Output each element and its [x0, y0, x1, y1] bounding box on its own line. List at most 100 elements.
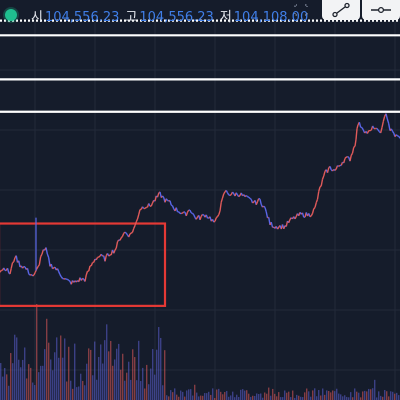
price-segment-212 — [265, 211, 269, 218]
volume-bar-43 — [86, 363, 88, 400]
horizontal-line-tool-button[interactable] — [362, 0, 400, 20]
price-segment-34 — [43, 249, 45, 251]
volume-bar-184 — [368, 388, 370, 400]
price-segment-105 — [131, 228, 135, 233]
crosshair-tool-button[interactable] — [282, 0, 320, 20]
volume-bar-118 — [236, 394, 238, 400]
price-segment-247 — [309, 215, 312, 218]
price-segment-127 — [159, 191, 162, 198]
price-segment-279 — [349, 155, 352, 162]
volume-bar-132 — [264, 392, 266, 400]
volume-bar-111 — [222, 394, 224, 400]
volume-bar-171 — [342, 396, 344, 400]
price-segment-93 — [116, 239, 120, 243]
price-segment-182 — [228, 194, 231, 197]
volume-bar-153 — [306, 388, 308, 400]
price-segment-198 — [248, 196, 251, 199]
volume-bar-70 — [140, 381, 142, 400]
volume-bar-106 — [212, 388, 214, 400]
price-segment-263 — [329, 166, 332, 171]
volume-bar-169 — [338, 393, 340, 400]
price-segment-47 — [59, 274, 62, 278]
price-segment-197 — [247, 196, 250, 198]
price-segment-185 — [231, 191, 235, 195]
volume-bar-14 — [28, 364, 30, 400]
volume-bar-78 — [156, 349, 158, 400]
volume-bar-13 — [26, 378, 28, 400]
volume-bar-105 — [210, 394, 212, 400]
volume-bar-174 — [348, 397, 350, 400]
volume-bar-128 — [256, 393, 258, 400]
volume-bar-140 — [280, 397, 282, 400]
volume-bar-144 — [288, 391, 290, 400]
volume-bar-37 — [74, 343, 76, 400]
price-segment-108 — [135, 218, 139, 223]
price-segment-274 — [343, 158, 346, 164]
volume-bar-177 — [354, 388, 356, 400]
volume-bar-120 — [240, 389, 242, 400]
volume-bar-157 — [314, 388, 316, 400]
price-segment-178 — [223, 191, 226, 195]
volume-bar-54 — [108, 351, 110, 400]
volume-bar-125 — [250, 396, 252, 400]
volume-bar-57 — [114, 359, 116, 400]
volume-bar-188 — [376, 397, 378, 400]
volume-bar-6 — [12, 363, 14, 400]
volume-bar-167 — [334, 391, 336, 400]
price-segment-252 — [315, 199, 319, 203]
volume-bar-131 — [262, 397, 264, 400]
price-segment-210 — [263, 205, 266, 208]
trend-line-icon — [332, 2, 350, 18]
price-segment-18 — [21, 266, 25, 269]
volume-bar-5 — [10, 353, 12, 400]
volume-bar-46 — [92, 375, 94, 400]
ohlc-open-label: 시 — [31, 9, 43, 25]
volume-bar-91 — [182, 391, 184, 400]
price-segment-106 — [133, 225, 136, 229]
volume-bar-51 — [102, 363, 104, 400]
price-segment-267 — [334, 168, 337, 171]
price-segment-104 — [130, 231, 133, 234]
price-segment-275 — [344, 156, 347, 159]
volume-bar-181 — [362, 391, 364, 400]
volume-bar-158 — [316, 396, 318, 400]
volume-bar-67 — [134, 357, 136, 400]
volume-bar-109 — [218, 388, 220, 400]
volume-bar-88 — [176, 394, 178, 400]
price-segment-228 — [285, 220, 289, 227]
volume-bar-104 — [208, 391, 210, 400]
price-segment-266 — [333, 168, 336, 171]
trend-line-tool-button[interactable] — [322, 0, 360, 20]
price-segment-78 — [98, 255, 101, 258]
price-segment-172 — [215, 216, 219, 219]
price-segment-177 — [221, 193, 225, 199]
price-segment-256 — [320, 179, 324, 186]
price-segment-80 — [100, 253, 104, 257]
price-segment-301 — [377, 129, 380, 132]
price-segment-110 — [138, 209, 141, 215]
volume-bar-138 — [276, 396, 278, 400]
price-segment-65 — [82, 277, 85, 280]
volume-bar-121 — [242, 389, 244, 400]
price-segment-22 — [26, 268, 30, 274]
volume-bar-149 — [298, 395, 300, 400]
price-segment-135 — [169, 200, 172, 206]
volume-bar-2 — [4, 367, 6, 400]
volume-bar-35 — [70, 380, 72, 400]
price-segment-68 — [85, 271, 89, 276]
price-segment-281 — [351, 147, 355, 154]
price-segment-53 — [67, 278, 70, 281]
price-segment-216 — [270, 221, 274, 228]
volume-bar-68 — [136, 380, 138, 400]
volume-bar-3 — [6, 374, 8, 400]
status-dot-icon — [5, 9, 17, 21]
price-segment-70 — [88, 265, 91, 272]
price-segment-285 — [356, 124, 359, 129]
volume-bar-92 — [184, 396, 186, 400]
price-segment-221 — [276, 226, 280, 230]
volume-bar-27 — [54, 352, 56, 400]
price-segment-92 — [115, 241, 119, 249]
ohlc-legend: 시 104,556.23 고 104,556.23 저 104,108.00 — [0, 0, 320, 30]
